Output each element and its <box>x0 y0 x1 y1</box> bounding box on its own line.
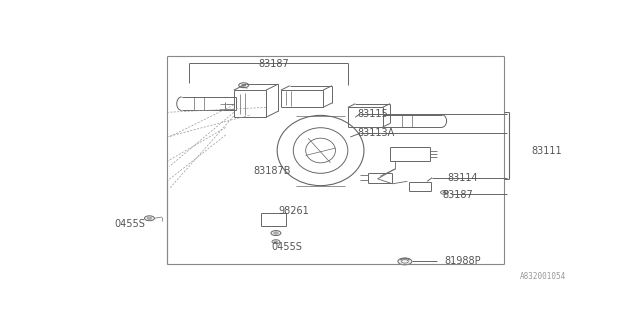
Text: 83115: 83115 <box>358 108 388 118</box>
Text: 83113A: 83113A <box>358 128 395 138</box>
Circle shape <box>401 260 408 263</box>
Circle shape <box>275 241 277 243</box>
Text: A832001054: A832001054 <box>520 272 566 281</box>
Text: 0455S: 0455S <box>271 242 302 252</box>
Text: 83111: 83111 <box>531 146 562 156</box>
Circle shape <box>274 232 278 234</box>
Circle shape <box>145 216 154 221</box>
Circle shape <box>272 240 280 244</box>
Text: 98261: 98261 <box>278 206 309 216</box>
Circle shape <box>440 190 449 194</box>
Circle shape <box>443 192 446 193</box>
Circle shape <box>239 83 249 88</box>
Text: 83114: 83114 <box>447 172 477 183</box>
Text: 0455S: 0455S <box>115 220 145 229</box>
Text: 83187: 83187 <box>442 190 473 200</box>
Circle shape <box>147 217 152 219</box>
Circle shape <box>398 258 412 265</box>
Text: 83187B: 83187B <box>253 166 291 176</box>
Circle shape <box>242 84 246 86</box>
Circle shape <box>271 231 281 236</box>
Text: 83187: 83187 <box>259 59 289 69</box>
Text: 81988P: 81988P <box>445 256 481 266</box>
